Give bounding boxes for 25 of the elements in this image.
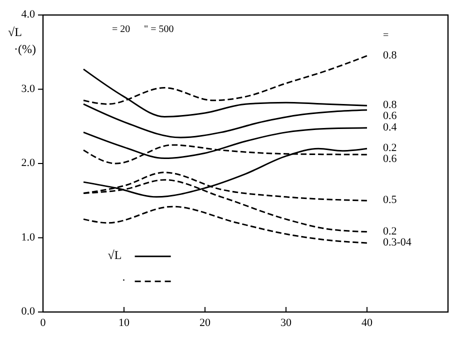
y-axis-title: √L ·(%)	[8, 25, 36, 56]
series-label: 0.6	[383, 110, 398, 122]
x-tick-label: 10	[118, 317, 130, 329]
x-tick-label: 0	[40, 317, 46, 329]
series-label: 0.6	[383, 153, 398, 166]
y-tick-label: 4.0	[21, 8, 36, 21]
y-tick-label: 2.0	[21, 157, 36, 170]
series-label: 0.8	[383, 99, 398, 112]
series-label: 0.4	[383, 121, 398, 134]
annotation: " = 500	[144, 24, 174, 35]
x-tick-label: 20	[200, 317, 211, 329]
annotation: =	[383, 30, 389, 41]
series-label: 0.3-04	[383, 236, 412, 248]
series-label: 0.2	[383, 142, 397, 154]
x-tick-label: 30	[280, 317, 292, 329]
series-label: 0.8	[383, 49, 398, 62]
annotation: = 20	[112, 24, 130, 35]
annotation: ·	[122, 273, 126, 288]
annotation: √L	[108, 248, 122, 262]
y-tick-label: 1.0	[21, 231, 36, 244]
x-tick-label: 40	[362, 317, 373, 329]
y-tick-label: 0.0	[21, 306, 36, 318]
y-tick-label: 3.0	[21, 82, 36, 95]
series-label: 0.5	[383, 194, 398, 206]
series-label: 0.2	[383, 225, 397, 238]
